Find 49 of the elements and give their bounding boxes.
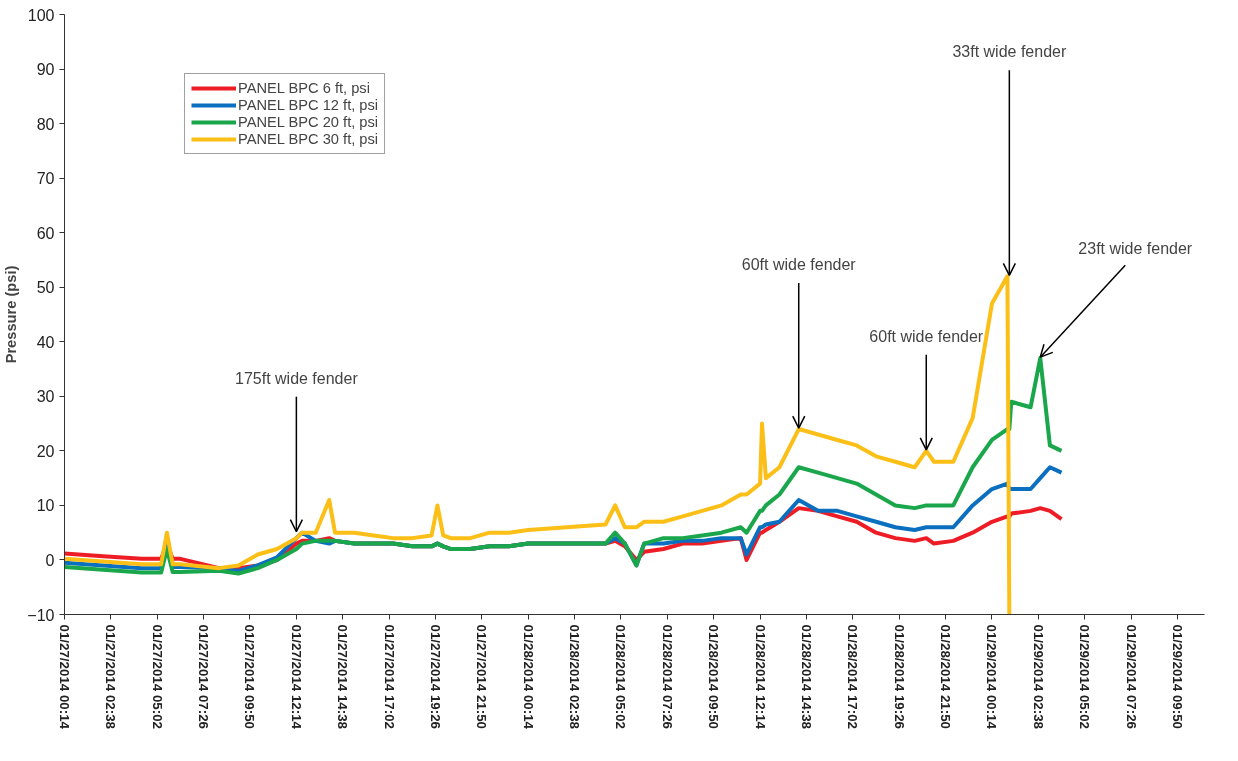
x-tick-label: 01/29/2014 00:14 [984, 624, 1000, 730]
y-tick-label: 80 [36, 115, 55, 133]
y-tick-label: 70 [36, 170, 55, 188]
x-tick-label: 01/28/2014 19:26 [891, 624, 907, 729]
y-tick-label: 0 [45, 551, 55, 569]
x-tick-label: 01/27/2014 07:26 [196, 624, 212, 729]
annotation: 33ft wide fender [952, 43, 1067, 61]
y-axis-title: Pressure (psi) [3, 265, 20, 364]
y-tick-label: 60 [36, 224, 55, 242]
x-tick-label: 01/28/2014 05:02 [613, 624, 629, 729]
y-tick-label: 50 [36, 279, 55, 297]
x-tick-label: 01/28/2014 02:38 [567, 624, 583, 729]
legend-label: PANEL BPC 6 ft, psi [238, 80, 370, 96]
x-tick-label: 01/28/2014 12:14 [752, 624, 768, 730]
annotation: 175ft wide fender [234, 369, 359, 387]
annotation: 23ft wide fender [1078, 240, 1193, 258]
x-tick-label: 01/27/2014 17:02 [381, 624, 397, 729]
x-tick-label: 01/28/2014 00:14 [520, 624, 536, 730]
x-tick-label: 01/27/2014 09:50 [242, 624, 258, 729]
x-tick-label: 01/29/2014 02:38 [1030, 624, 1046, 729]
annotation: 60ft wide fender [869, 327, 984, 345]
x-tick-label: 01/28/2014 07:26 [659, 624, 675, 729]
y-tick-label: 30 [36, 388, 55, 406]
x-tick-label: 01/29/2014 09:50 [1169, 624, 1185, 729]
line-series [64, 356, 1064, 576]
annotation: 60ft wide fender [741, 256, 857, 274]
legend-label: PANEL BPC 20 ft, psi [238, 114, 379, 130]
y-tick-label: 20 [36, 442, 55, 460]
y-tick-label: 10 [36, 497, 55, 515]
legend-label: PANEL BPC 12 ft, psi [238, 97, 379, 113]
y-tick-label: 90 [36, 61, 55, 79]
x-tick-label: 01/27/2014 02:38 [103, 624, 119, 729]
x-tick-label: 01/29/2014 05:02 [1077, 624, 1093, 729]
legend-label: PANEL BPC 30 ft, psi [238, 131, 379, 147]
x-tick-label: 01/28/2014 14:38 [798, 624, 814, 729]
x-tick-label: 01/28/2014 21:50 [938, 624, 954, 729]
x-tick-label: 01/27/2014 19:26 [427, 624, 443, 729]
y-tick-label: 40 [36, 333, 55, 351]
x-tick-label: 01/28/2014 09:50 [706, 624, 722, 729]
x-tick-label: 01/27/2014 14:38 [335, 624, 351, 729]
x-tick-label: 01/28/2014 17:02 [845, 624, 861, 729]
x-tick-label: 01/27/2014 21:50 [474, 624, 490, 729]
x-tick-label: 01/29/2014 07:26 [1123, 624, 1139, 729]
y-tick-label: 100 [27, 6, 55, 24]
y-tick-label: −10 [27, 606, 55, 624]
line-series [64, 274, 1012, 615]
x-tick-label: 01/27/2014 12:14 [288, 624, 304, 730]
x-tick-label: 01/27/2014 00:14 [57, 624, 72, 730]
x-tick-label: 01/27/2014 05:02 [149, 624, 165, 729]
